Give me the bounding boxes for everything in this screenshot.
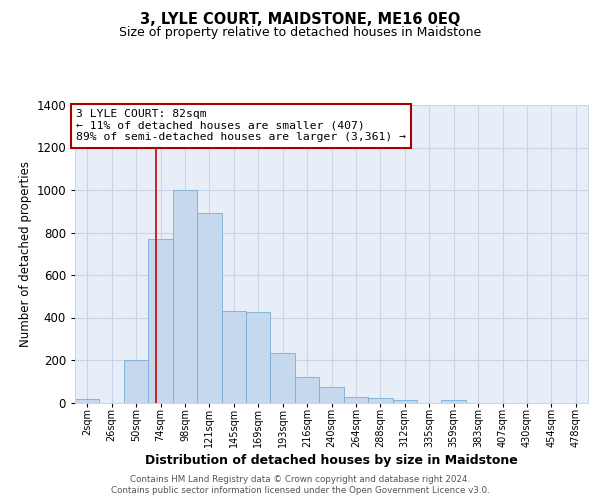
Bar bbox=[197, 214, 221, 402]
Bar bbox=[344, 397, 368, 402]
Text: 3, LYLE COURT, MAIDSTONE, ME16 0EQ: 3, LYLE COURT, MAIDSTONE, ME16 0EQ bbox=[140, 12, 460, 28]
Bar bbox=[246, 312, 271, 402]
Bar bbox=[124, 360, 148, 403]
Bar bbox=[173, 190, 197, 402]
Bar bbox=[368, 398, 392, 402]
Bar bbox=[392, 400, 417, 402]
Bar bbox=[75, 400, 100, 402]
X-axis label: Distribution of detached houses by size in Maidstone: Distribution of detached houses by size … bbox=[145, 454, 518, 467]
Bar bbox=[442, 400, 466, 402]
Bar bbox=[271, 352, 295, 403]
Bar bbox=[319, 386, 344, 402]
Bar bbox=[148, 239, 173, 402]
Text: 3 LYLE COURT: 82sqm
← 11% of detached houses are smaller (407)
89% of semi-detac: 3 LYLE COURT: 82sqm ← 11% of detached ho… bbox=[76, 110, 406, 142]
Text: Size of property relative to detached houses in Maidstone: Size of property relative to detached ho… bbox=[119, 26, 481, 39]
Bar bbox=[221, 311, 246, 402]
Bar bbox=[295, 377, 319, 402]
Text: Contains HM Land Registry data © Crown copyright and database right 2024.: Contains HM Land Registry data © Crown c… bbox=[130, 475, 470, 484]
Text: Contains public sector information licensed under the Open Government Licence v3: Contains public sector information licen… bbox=[110, 486, 490, 495]
Y-axis label: Number of detached properties: Number of detached properties bbox=[19, 161, 32, 347]
